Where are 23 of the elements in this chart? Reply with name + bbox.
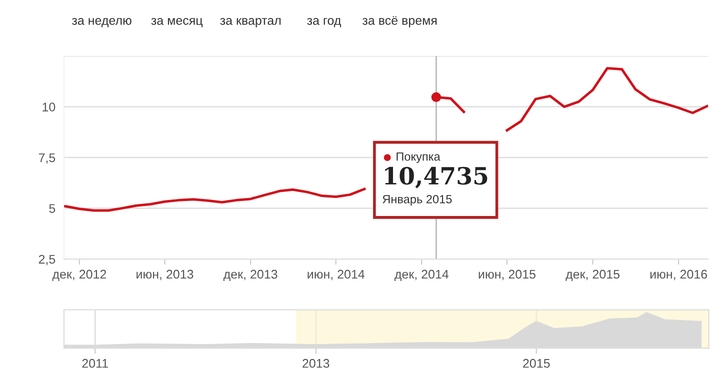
- x-tick-label: дек, 2015: [566, 270, 620, 282]
- x-tick-label: июн, 2013: [136, 270, 194, 280]
- x-tick-label: июн, 2016: [650, 270, 708, 280]
- text: за неделю: [72, 18, 132, 28]
- x-tick-label: дек, 2013: [223, 270, 278, 282]
- y-tick-label: 10: [42, 102, 56, 112]
- x-tick-label: дек, 2014: [394, 270, 449, 282]
- y-tick-label: 2,5: [38, 254, 56, 266]
- x-tick-label: 2015: [523, 358, 550, 368]
- text: за месяц: [151, 18, 203, 28]
- annotation: 10,4735: [385, 166, 488, 188]
- y-tick-label: 5: [49, 204, 56, 213]
- x-tick-label: июн, 2014: [308, 270, 365, 280]
- legend-label: Покупка: [396, 152, 440, 164]
- x-tick-label: июн, 2015: [478, 270, 536, 280]
- annotation: Январь 2015: [382, 194, 452, 206]
- x-tick-label: 2013: [302, 358, 330, 368]
- text: за квартал: [220, 18, 281, 28]
- y-tick-label: 7,5: [38, 153, 56, 164]
- x-tick-label: 2011: [82, 358, 108, 368]
- text: за всё время: [362, 16, 437, 28]
- x-tick-label: дек, 2012: [52, 270, 106, 282]
- text: за год: [307, 18, 341, 28]
